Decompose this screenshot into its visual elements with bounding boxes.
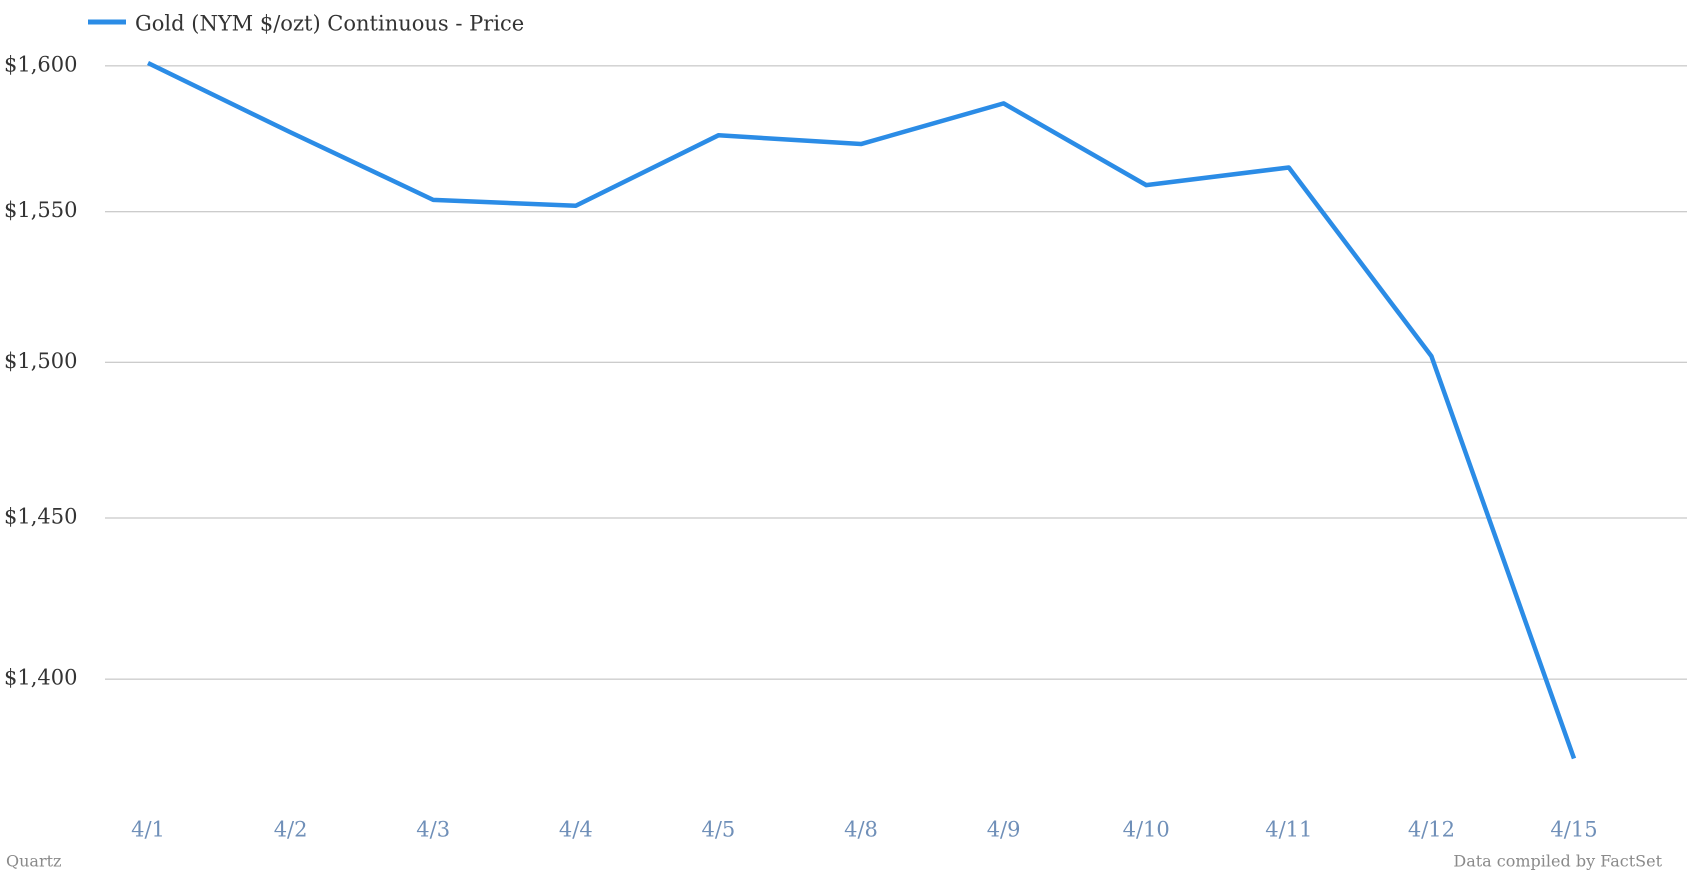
price-line <box>147 61 1577 760</box>
x-tick-label: 4/15 <box>1550 818 1597 842</box>
legend-label: Gold (NYM $/ozt) Continuous - Price <box>135 12 524 36</box>
x-tick-label: 4/5 <box>702 818 736 842</box>
y-tick-label: $1,600 <box>4 52 77 76</box>
x-tick-label: 4/11 <box>1265 818 1312 842</box>
y-tick-label: $1,500 <box>4 349 77 373</box>
x-tick-label: 4/3 <box>416 818 450 842</box>
x-tick-label: 4/4 <box>559 818 593 842</box>
x-tick-label: 4/12 <box>1408 818 1455 842</box>
y-tick-label: $1,550 <box>4 198 77 222</box>
x-tick-label: 4/10 <box>1123 818 1170 842</box>
credit: Quartz <box>6 852 61 871</box>
x-tick-label: 4/8 <box>844 818 878 842</box>
x-tick-label: 4/1 <box>131 818 165 842</box>
x-tick-label: 4/2 <box>274 818 308 842</box>
source-note: Data compiled by FactSet <box>1453 852 1662 871</box>
y-tick-label: $1,450 <box>4 504 77 528</box>
y-tick-label: $1,400 <box>4 666 77 690</box>
x-tick-label: 4/9 <box>987 818 1021 842</box>
